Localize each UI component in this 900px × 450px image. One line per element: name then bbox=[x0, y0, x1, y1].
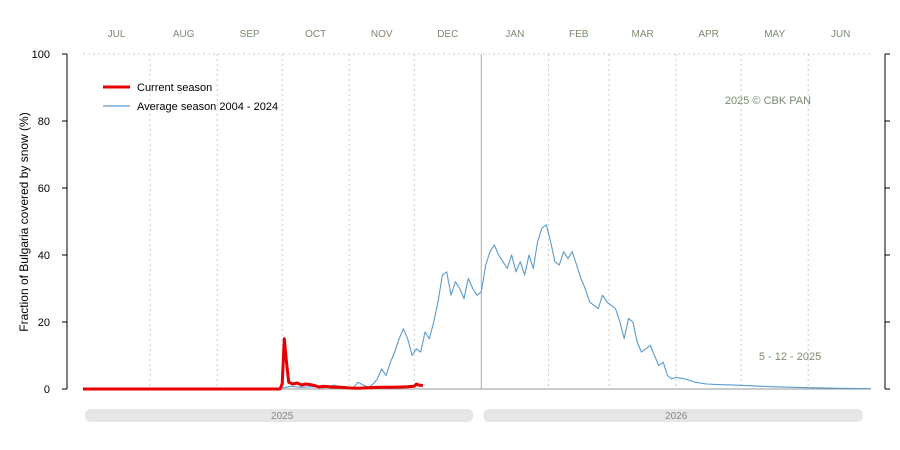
legend-label-average: Average season 2004 - 2024 bbox=[137, 101, 278, 113]
month-label: OCT bbox=[305, 29, 326, 40]
date-note: 5 - 12 - 2025 bbox=[759, 351, 821, 363]
month-labels: JUL AUG SEP OCT NOV DEC JAN FEB MAR APR MAY JUN bbox=[108, 29, 851, 40]
month-label: APR bbox=[698, 29, 719, 40]
month-label: SEP bbox=[240, 29, 260, 40]
year-bands: 2025 2026 bbox=[85, 409, 863, 422]
y-tick-label: 0 bbox=[44, 384, 50, 396]
month-label: MAR bbox=[631, 29, 653, 40]
month-label: JUN bbox=[831, 29, 850, 40]
y-axis-title: Fraction of Bulgaria covered by snow (%) bbox=[17, 112, 31, 331]
legend: Current season Average season 2004 - 202… bbox=[103, 82, 278, 113]
month-label: AUG bbox=[173, 29, 195, 40]
month-label: MAY bbox=[764, 29, 785, 40]
month-label: NOV bbox=[371, 29, 393, 40]
year-label: 2025 bbox=[271, 411, 294, 422]
year-band bbox=[483, 409, 863, 422]
legend-label-current: Current season bbox=[137, 82, 212, 94]
y-tick-label: 60 bbox=[38, 183, 50, 195]
axes bbox=[66, 54, 886, 389]
y-ticks: 0 20 40 60 80 100 bbox=[32, 49, 890, 396]
copyright-note: 2025 © CBK PAN bbox=[725, 95, 811, 107]
average-season-line bbox=[83, 224, 872, 390]
y-tick-label: 100 bbox=[32, 49, 50, 61]
month-label: DEC bbox=[437, 29, 458, 40]
y-tick-label: 40 bbox=[38, 250, 50, 262]
series bbox=[83, 224, 872, 391]
month-label: JUL bbox=[108, 29, 126, 40]
y-tick-label: 20 bbox=[38, 317, 50, 329]
year-band bbox=[85, 409, 474, 422]
month-label: JAN bbox=[505, 29, 524, 40]
y-tick-label: 80 bbox=[38, 116, 50, 128]
month-label: FEB bbox=[569, 29, 589, 40]
year-label: 2026 bbox=[665, 411, 688, 422]
current-season-line bbox=[83, 337, 424, 391]
